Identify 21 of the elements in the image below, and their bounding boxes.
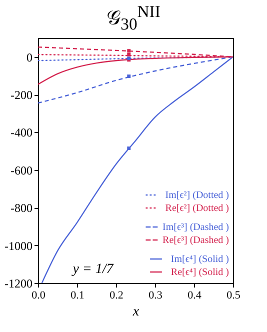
- y-tick-label: -600: [10, 163, 32, 178]
- x-tick-label: 0.4: [188, 290, 202, 302]
- x-tick-label: 0.5: [226, 290, 241, 302]
- annotation: y = 1/7: [70, 262, 114, 277]
- legend-label: Im[ϵ³] (Dashed ): [162, 222, 229, 233]
- y-tick-label: -400: [10, 126, 32, 140]
- x-axis-title: x: [132, 304, 140, 320]
- y-tick-label: -1000: [4, 238, 32, 253]
- y-tick-label: -1200: [4, 276, 32, 290]
- legend-label: Re[ϵ²] (Dotted ): [165, 203, 229, 214]
- legend-label: Im[ϵ²] (Dotted ): [165, 190, 229, 201]
- x-tick-label: 0.2: [110, 290, 124, 302]
- legend-label: Re[ϵ³] (Dashed ): [162, 235, 229, 246]
- y-tick-label: -800: [10, 201, 32, 216]
- y-tick-label: 0: [26, 50, 32, 64]
- x-tick-label: 0.3: [148, 290, 163, 302]
- y-tick-label: -200: [10, 88, 32, 102]
- legend-label: Re[ϵ⁴] (Solid ): [170, 267, 229, 278]
- legend-label: Im[ϵ⁴] (Solid ): [170, 254, 229, 265]
- x-tick-label: 0.1: [70, 290, 84, 302]
- x-tick-label: 0.0: [32, 290, 46, 302]
